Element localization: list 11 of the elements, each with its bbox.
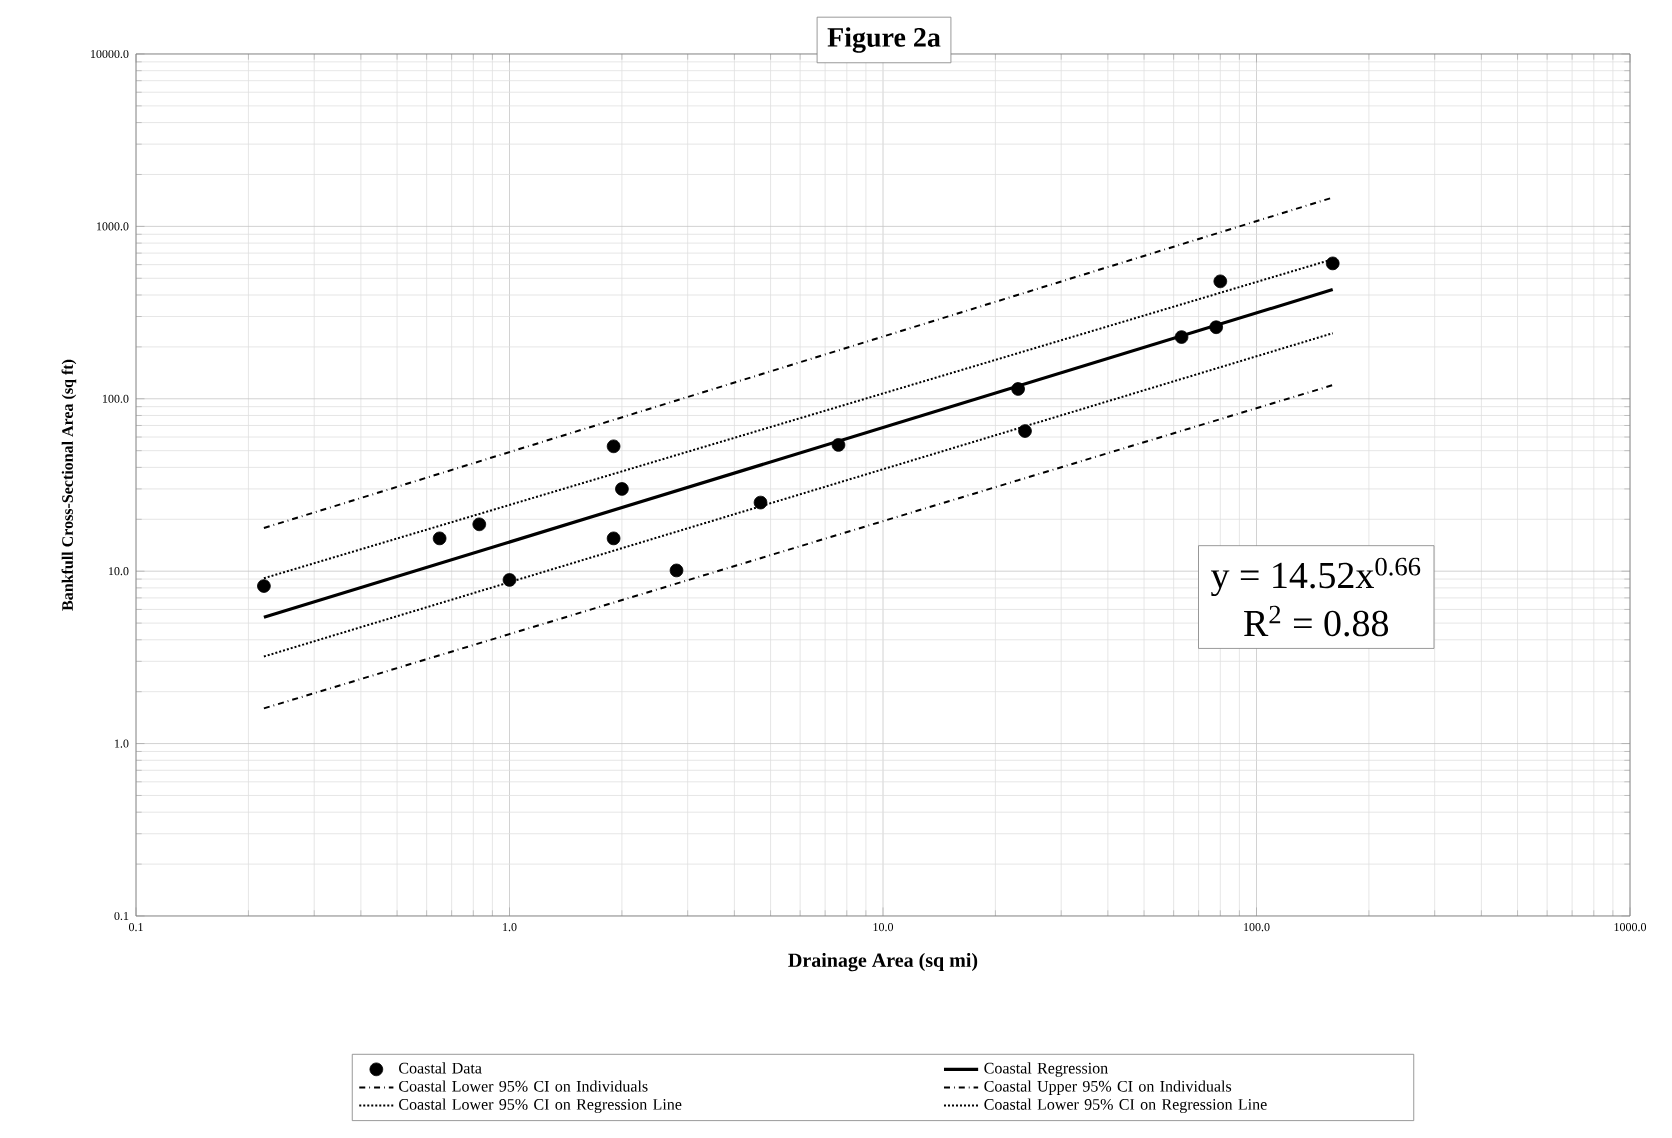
y-axis-title: Bankfull Cross-Sectional Area (sq ft): [61, 359, 77, 611]
legend-label: Coastal Lower 95% CI on Regression Line: [399, 1098, 682, 1114]
legend-label: Coastal Lower 95% CI on Individuals: [399, 1080, 648, 1092]
annotation: y = 14.52x$^{0.66}$: [1210, 557, 1421, 597]
x-axis-title: Drainage Area (sq mi): [788, 952, 978, 972]
chart-title: Figure 2a: [827, 27, 941, 53]
legend-label: Coastal Data: [399, 1062, 482, 1074]
legend-label: Coastal Regression: [984, 1062, 1108, 1077]
legend-label: Coastal Upper 95% CI on Individuals: [984, 1080, 1232, 1095]
legend-label: Coastal Lower 95% CI on Regression Line: [984, 1098, 1267, 1114]
annotation: R$^{2}$ = 0.88: [1244, 605, 1389, 637]
